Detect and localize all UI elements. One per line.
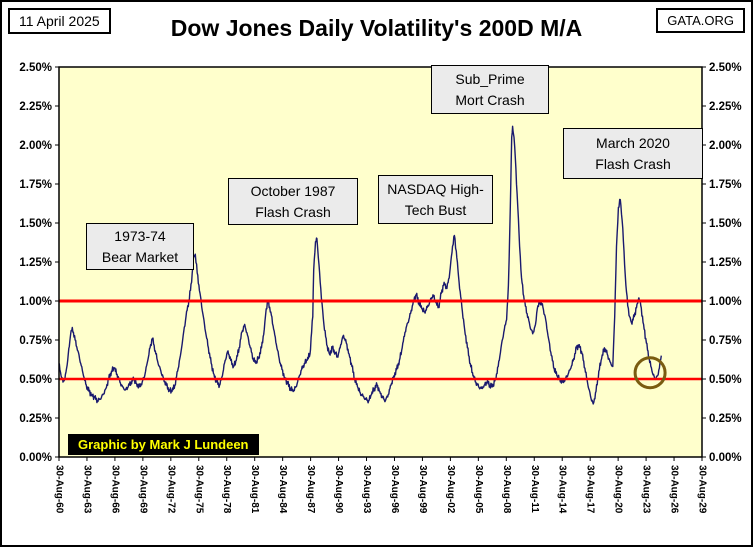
y-axis-label-left: 1.25%: [19, 257, 52, 269]
y-axis-label-left: 0.50%: [19, 374, 52, 386]
x-axis-label: 30-Aug-81: [249, 465, 260, 514]
page-title: Dow Jones Daily Volatility's 200D M/A: [170, 15, 583, 41]
y-axis-label-right: 0.50%: [709, 374, 742, 386]
x-axis-label: 30-Aug-75: [193, 465, 204, 514]
annotation-line: NASDAQ High-: [387, 180, 484, 197]
x-axis-label: 30-Aug-72: [165, 465, 176, 514]
annotation-bear-market: 1973-74 Bear Market: [86, 223, 194, 270]
annotation-line: Flash Crash: [255, 203, 331, 220]
x-axis-label: 30-Aug-90: [333, 465, 344, 514]
x-axis-label: 30-Aug-99: [417, 465, 428, 514]
x-axis-label: 30-Aug-02: [445, 465, 456, 514]
annotation-line: Sub_Prime: [455, 70, 525, 87]
y-axis-label-left: 1.00%: [19, 296, 52, 308]
recent-data-highlight-circle: [633, 356, 667, 390]
y-axis-label-right: 1.25%: [709, 257, 742, 269]
y-axis-label-right: 0.75%: [709, 335, 742, 347]
annotation-line: Bear Market: [101, 248, 179, 265]
annotation-line: March 2020: [596, 134, 670, 151]
x-axis-label: 30-Aug-17: [585, 465, 596, 514]
x-axis-label: 30-Aug-84: [277, 465, 288, 514]
y-axis-label-left: 2.00%: [19, 140, 52, 152]
x-axis-label: 30-Aug-14: [557, 465, 568, 514]
annotation-october-1987: October 1987 Flash Crash: [228, 178, 358, 225]
x-axis-label: 30-Aug-69: [137, 465, 148, 514]
y-axis-label-right: 2.25%: [709, 101, 742, 113]
x-axis-label: 30-Aug-08: [501, 465, 512, 514]
x-axis-label: 30-Aug-66: [109, 465, 120, 514]
annotation-march-2020: March 2020 Flash Crash: [563, 128, 703, 179]
y-axis-label-left: 0.75%: [19, 335, 52, 347]
x-axis-label: 30-Aug-11: [529, 465, 540, 513]
annotation-line: Flash Crash: [595, 155, 671, 172]
y-axis-label-left: 1.50%: [19, 218, 52, 230]
y-axis-label-left: 1.75%: [19, 179, 52, 191]
x-axis-label: 30-Aug-78: [221, 465, 232, 514]
annotation-subprime-crash: Sub_Prime Mort Crash: [431, 65, 549, 114]
y-axis-label-right: 1.50%: [709, 218, 742, 230]
x-axis-label: 30-Aug-87: [305, 465, 316, 514]
y-axis-label-right: 2.00%: [709, 140, 742, 152]
y-axis-label-right: 1.00%: [709, 296, 742, 308]
y-axis-label-right: 0.00%: [709, 452, 742, 464]
y-axis-label-left: 0.25%: [19, 413, 52, 425]
x-axis-label: 30-Aug-63: [81, 465, 92, 514]
annotation-line: October 1987: [250, 182, 336, 199]
y-axis-label-right: 2.50%: [709, 62, 742, 74]
y-axis-label-right: 0.25%: [709, 413, 742, 425]
annotation-line: 1973-74: [114, 227, 166, 244]
y-axis-label-left: 2.50%: [19, 62, 52, 74]
x-axis-label: 30-Aug-05: [473, 465, 484, 514]
x-axis-label: 30-Aug-93: [361, 465, 372, 514]
annotation-line: Mort Crash: [455, 91, 525, 108]
x-axis-label: 30-Aug-26: [669, 465, 680, 514]
x-axis-label: 30-Aug-23: [641, 465, 652, 514]
x-axis-label: 30-Aug-20: [613, 465, 624, 514]
annotation-nasdaq-bust: NASDAQ High- Tech Bust: [378, 175, 493, 224]
y-axis-label-left: 2.25%: [19, 101, 52, 113]
credit-badge: Graphic by Mark J Lundeen: [68, 434, 259, 455]
x-axis-label: 30-Aug-29: [697, 465, 708, 514]
date-label: 11 April 2025: [8, 8, 111, 34]
x-axis-label: 30-Aug-60: [54, 465, 65, 514]
site-label: GATA.ORG: [656, 8, 745, 33]
y-axis-label-right: 1.75%: [709, 179, 742, 191]
y-axis-label-left: 0.00%: [19, 452, 52, 464]
x-axis-label: 30-Aug-96: [389, 465, 400, 514]
annotation-line: Tech Bust: [404, 201, 467, 218]
